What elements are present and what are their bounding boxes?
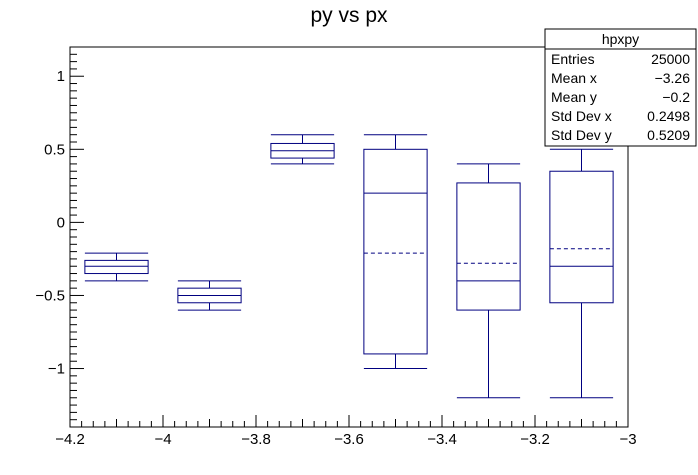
y-tick-label: 1: [57, 68, 65, 85]
plot-frame: [69, 46, 629, 428]
chart-title: py vs px: [310, 4, 388, 27]
x-tick-label: −4: [154, 431, 171, 448]
stats-value: −0.2: [662, 89, 690, 105]
box-plot: [549, 148, 614, 399]
stats-value: 25000: [651, 51, 690, 67]
stats-value: 0.5209: [647, 127, 690, 143]
stats-value: −3.26: [655, 70, 691, 86]
y-axis: −1 −0.5 0 0.5 1: [35, 46, 84, 428]
box-plot: [177, 280, 242, 311]
x-tick-label: −4.2: [55, 431, 85, 448]
box-plot: [84, 252, 149, 282]
stats-label: Std Dev x: [551, 108, 612, 124]
box-body: [363, 148, 428, 355]
box-body: [456, 182, 521, 311]
box-series: [84, 134, 614, 399]
y-tick-label: −0.5: [35, 287, 65, 304]
x-tick-label: −3.6: [334, 431, 364, 448]
box-body: [549, 170, 614, 304]
x-tick-label: −3.2: [520, 431, 550, 448]
x-axis: −4.2 −4 −3.8 −3.6 −3.4 −3.2 −3: [55, 415, 637, 448]
y-tick-label: 0.5: [44, 141, 65, 158]
stats-label: Std Dev y: [551, 127, 612, 143]
box-plot: [363, 134, 428, 370]
box-plot: [270, 134, 335, 165]
stats-label: Mean x: [551, 70, 597, 86]
x-tick-label: −3.4: [427, 431, 457, 448]
y-tick-label: 0: [57, 214, 65, 231]
y-tick-label: −1: [48, 361, 65, 378]
stats-label: Mean y: [551, 89, 597, 105]
x-tick-label: −3: [619, 431, 636, 448]
stats-label: Entries: [551, 51, 595, 67]
stats-title: hpxpy: [602, 31, 639, 47]
box-body: [84, 259, 149, 275]
box-plot: [456, 163, 521, 399]
x-tick-label: −3.8: [241, 431, 271, 448]
stats-box: hpxpy Entries 25000 Mean x −3.26 Mean y −0.2 St…: [544, 28, 697, 147]
stats-value: 0.2498: [647, 108, 690, 124]
